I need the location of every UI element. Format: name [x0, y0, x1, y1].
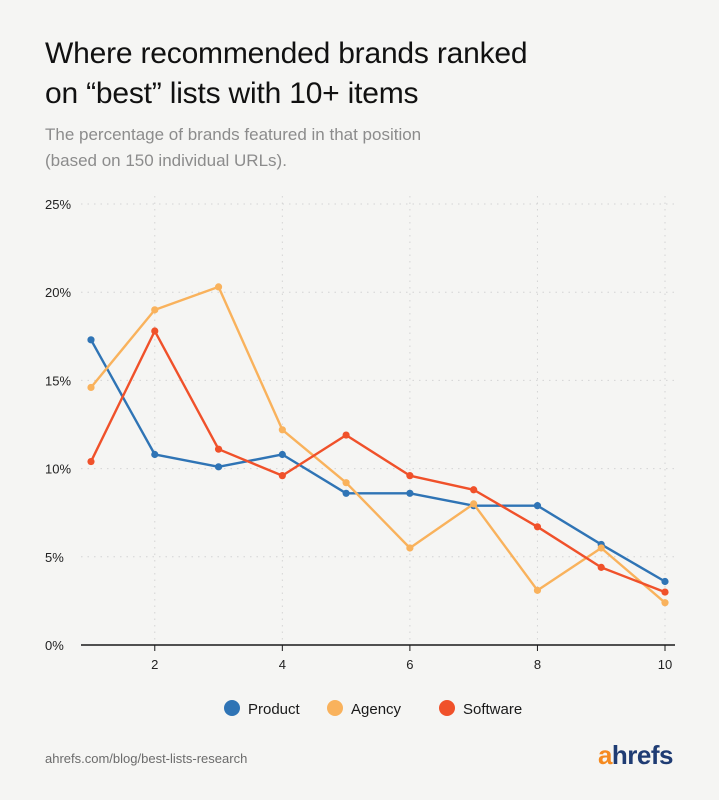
- legend-label-product: Product: [248, 701, 301, 718]
- chart-title-line-2: on “best” lists with 10+ items: [45, 77, 419, 110]
- data-point-product: [533, 502, 542, 510]
- data-point-product: [214, 463, 223, 471]
- data-point-software: [533, 523, 542, 531]
- legend: Product Agency Software: [224, 700, 522, 718]
- y-tick-label: 0%: [45, 638, 64, 653]
- x-axis: 2 4 6 8 10: [81, 644, 675, 672]
- chart-subtitle: The percentage of brands featured in tha…: [45, 122, 685, 174]
- data-point-agency: [597, 544, 605, 552]
- legend-marker-product: [224, 700, 240, 716]
- data-point-product: [406, 489, 414, 497]
- x-tick-label: 4: [279, 657, 286, 672]
- data-point-software: [661, 588, 669, 596]
- data-point-agency: [278, 426, 286, 434]
- data-point-agency: [342, 479, 350, 487]
- legend-label-agency: Agency: [351, 701, 402, 718]
- data-point-product: [87, 336, 95, 344]
- x-tick-label: 2: [151, 657, 158, 672]
- data-point-agency: [151, 306, 159, 314]
- data-point-product: [661, 577, 669, 586]
- ahrefs-logo: ahrefs: [597, 740, 674, 770]
- data-point-agency: [214, 283, 223, 291]
- series-line-software: [89, 329, 667, 594]
- y-tick-label: 20%: [45, 285, 71, 300]
- data-point-software: [470, 486, 478, 494]
- y-tick-label: 5%: [45, 550, 64, 565]
- data-point-product: [342, 489, 350, 497]
- source-link[interactable]: ahrefs.com/blog/best-lists-research: [45, 751, 248, 766]
- data-point-software: [406, 472, 414, 480]
- data-point-software: [597, 563, 605, 571]
- data-point-agency: [470, 500, 478, 508]
- header: Where recommended brands ranked on “best…: [45, 34, 685, 174]
- x-tick-label: 10: [658, 657, 672, 672]
- legend-marker-software: [439, 700, 455, 716]
- chart-title-line-1: Where recommended brands ranked: [45, 37, 528, 70]
- y-axis-ticks: 0% 5% 10% 15% 20% 25%: [45, 197, 71, 653]
- data-point-software: [278, 472, 286, 480]
- series-line-agency: [89, 285, 667, 604]
- legend-label-software: Software: [463, 701, 522, 718]
- legend-marker-agency: [327, 700, 343, 716]
- data-point-software: [214, 445, 223, 453]
- x-tick-label: 6: [406, 657, 413, 672]
- data-point-product: [151, 450, 159, 459]
- data-point-agency: [533, 586, 542, 594]
- y-tick-label: 25%: [45, 197, 71, 212]
- chart-subtitle-line-1: The percentage of brands featured in tha…: [45, 125, 422, 144]
- data-point-agency: [661, 599, 669, 607]
- y-tick-label: 15%: [45, 373, 71, 388]
- data-point-agency: [406, 544, 414, 552]
- series-lines: [87, 283, 669, 607]
- data-point-software: [151, 327, 159, 335]
- data-point-software: [342, 431, 350, 439]
- x-tick-label: 8: [534, 657, 541, 672]
- chart-subtitle-line-2: (based on 150 individual URLs).: [45, 151, 287, 170]
- gridlines: [81, 196, 675, 645]
- series-line-product: [89, 338, 667, 583]
- y-tick-label: 10%: [45, 462, 71, 477]
- data-point-product: [278, 450, 286, 459]
- data-point-software: [87, 457, 95, 466]
- chart-title: Where recommended brands ranked on “best…: [45, 34, 685, 114]
- data-point-agency: [87, 383, 95, 392]
